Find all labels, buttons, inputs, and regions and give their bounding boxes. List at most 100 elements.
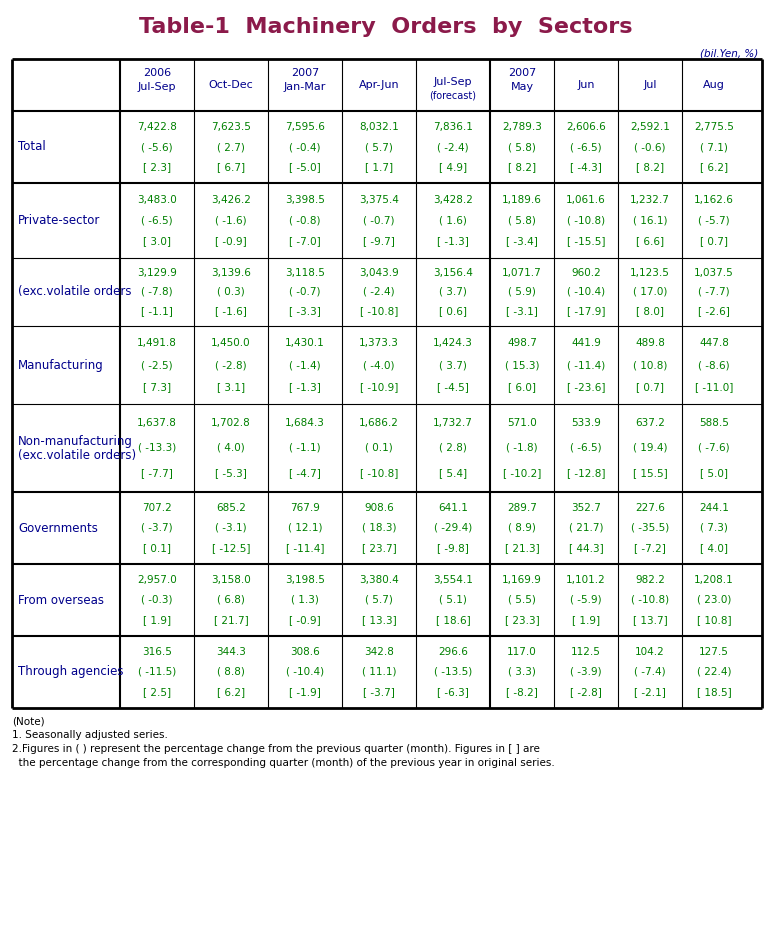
Text: 1,101.2: 1,101.2 [566,575,606,585]
Text: (forecast): (forecast) [430,91,476,101]
Text: ( -6.5): ( -6.5) [141,215,173,225]
Text: ( -5.6): ( -5.6) [141,142,173,152]
Text: 1,430.1: 1,430.1 [285,338,325,348]
Text: 1,684.3: 1,684.3 [285,419,325,428]
Text: 3,156.4: 3,156.4 [433,268,473,278]
Text: 960.2: 960.2 [571,268,601,278]
Text: [ -2.6]: [ -2.6] [698,306,730,316]
Text: 1,061.6: 1,061.6 [566,194,606,205]
Text: ( -11.4): ( -11.4) [567,360,605,370]
Text: ( 2.7): ( 2.7) [217,142,245,152]
Text: Private-sector: Private-sector [18,214,100,227]
Text: [ 6.2]: [ 6.2] [700,162,728,172]
Text: 1,189.6: 1,189.6 [502,194,542,205]
Text: ( -10.4): ( -10.4) [286,667,324,677]
Text: ( -3.7): ( -3.7) [141,523,173,533]
Text: 3,043.9: 3,043.9 [359,268,399,278]
Text: ( 5.8): ( 5.8) [508,215,536,225]
Text: [ -4.5]: [ -4.5] [437,382,469,392]
Text: 7,422.8: 7,422.8 [137,122,177,131]
Text: ( -0.3): ( -0.3) [141,595,172,605]
Text: ( -8.6): ( -8.6) [698,360,730,370]
Text: [ 7.3]: [ 7.3] [143,382,171,392]
Text: [ -3.1]: [ -3.1] [506,306,538,316]
Text: [ -5.3]: [ -5.3] [215,468,247,478]
Text: ( -7.4): ( -7.4) [634,667,666,677]
Text: 571.0: 571.0 [507,419,537,428]
Text: ( 3.7): ( 3.7) [439,287,467,297]
Text: [ -4.3]: [ -4.3] [570,162,602,172]
Text: 3,198.5: 3,198.5 [285,575,325,585]
Text: 7,595.6: 7,595.6 [285,122,325,131]
Text: [ -10.8]: [ -10.8] [359,468,398,478]
Text: ( 2.8): ( 2.8) [439,443,467,453]
Text: ( -3.1): ( -3.1) [215,523,247,533]
Text: 7,836.1: 7,836.1 [433,122,473,131]
Text: [ 1.7]: [ 1.7] [365,162,393,172]
Text: 641.1: 641.1 [438,503,468,513]
Text: ( 7.1): ( 7.1) [700,142,728,152]
Text: [ 23.7]: [ 23.7] [362,543,397,553]
Text: ( -7.6): ( -7.6) [698,443,730,453]
Text: [ 15.5]: [ 15.5] [632,468,667,478]
Text: ( 23.0): ( 23.0) [696,595,731,605]
Text: [ -1.6]: [ -1.6] [215,306,247,316]
Text: [ -3.4]: [ -3.4] [506,237,538,247]
Text: [ 3.1]: [ 3.1] [217,382,245,392]
Text: [ 13.7]: [ 13.7] [632,615,667,625]
Text: Non-manufacturing: Non-manufacturing [18,435,133,448]
Text: [ -3.7]: [ -3.7] [363,687,395,697]
Text: Aug: Aug [703,80,725,90]
Text: 908.6: 908.6 [364,503,394,513]
Text: ( -11.5): ( -11.5) [138,667,176,677]
Text: 342.8: 342.8 [364,647,394,657]
Text: ( -2.4): ( -2.4) [438,142,468,152]
Text: 296.6: 296.6 [438,647,468,657]
Text: 1,450.0: 1,450.0 [211,338,250,348]
Text: [ 8.2]: [ 8.2] [508,162,536,172]
Text: ( 19.4): ( 19.4) [633,443,667,453]
Text: ( 5.7): ( 5.7) [365,142,393,152]
Text: [ -0.9]: [ -0.9] [215,237,247,247]
Text: 1,686.2: 1,686.2 [359,419,399,428]
Text: 1,232.7: 1,232.7 [630,194,670,205]
Text: ( 6.8): ( 6.8) [217,595,245,605]
Text: Through agencies: Through agencies [18,666,124,679]
Text: Jul-Sep: Jul-Sep [434,77,472,87]
Text: [ 8.2]: [ 8.2] [636,162,664,172]
Text: 3,554.1: 3,554.1 [433,575,473,585]
Text: [ 18.5]: [ 18.5] [696,687,731,697]
Text: [ 0.7]: [ 0.7] [700,237,728,247]
Text: 352.7: 352.7 [571,503,601,513]
Text: [ -11.0]: [ -11.0] [695,382,733,392]
Text: [ -7.2]: [ -7.2] [634,543,666,553]
Text: ( 12.1): ( 12.1) [288,523,322,533]
Text: ( 22.4): ( 22.4) [696,667,731,677]
Text: 441.9: 441.9 [571,338,601,348]
Text: [ -7.0]: [ -7.0] [289,237,321,247]
Text: [ -11.4]: [ -11.4] [286,543,324,553]
Text: 767.9: 767.9 [290,503,320,513]
Text: ( -3.9): ( -3.9) [570,667,602,677]
Text: ( -10.8): ( -10.8) [631,595,669,605]
Text: Governments: Governments [18,521,98,534]
Text: [ -3.3]: [ -3.3] [289,306,321,316]
Text: ( 5.1): ( 5.1) [439,595,467,605]
Text: ( -0.6): ( -0.6) [635,142,666,152]
Text: [ 5.4]: [ 5.4] [439,468,467,478]
Text: [ 0.1]: [ 0.1] [143,543,171,553]
Text: 3,139.6: 3,139.6 [211,268,251,278]
Text: ( -2.5): ( -2.5) [141,360,173,370]
Text: ( 5.9): ( 5.9) [508,287,536,297]
Text: ( 1.6): ( 1.6) [439,215,467,225]
Text: 982.2: 982.2 [635,575,665,585]
Text: [ 21.3]: [ 21.3] [505,543,540,553]
Text: 2,775.5: 2,775.5 [694,122,734,131]
Text: 112.5: 112.5 [571,647,601,657]
Text: 1,162.6: 1,162.6 [694,194,734,205]
Text: ( 10.8): ( 10.8) [633,360,667,370]
Text: 1,732.7: 1,732.7 [433,419,473,428]
Text: [ -4.7]: [ -4.7] [289,468,321,478]
Text: ( -7.7): ( -7.7) [698,287,730,297]
Text: ( -10.4): ( -10.4) [567,287,605,297]
